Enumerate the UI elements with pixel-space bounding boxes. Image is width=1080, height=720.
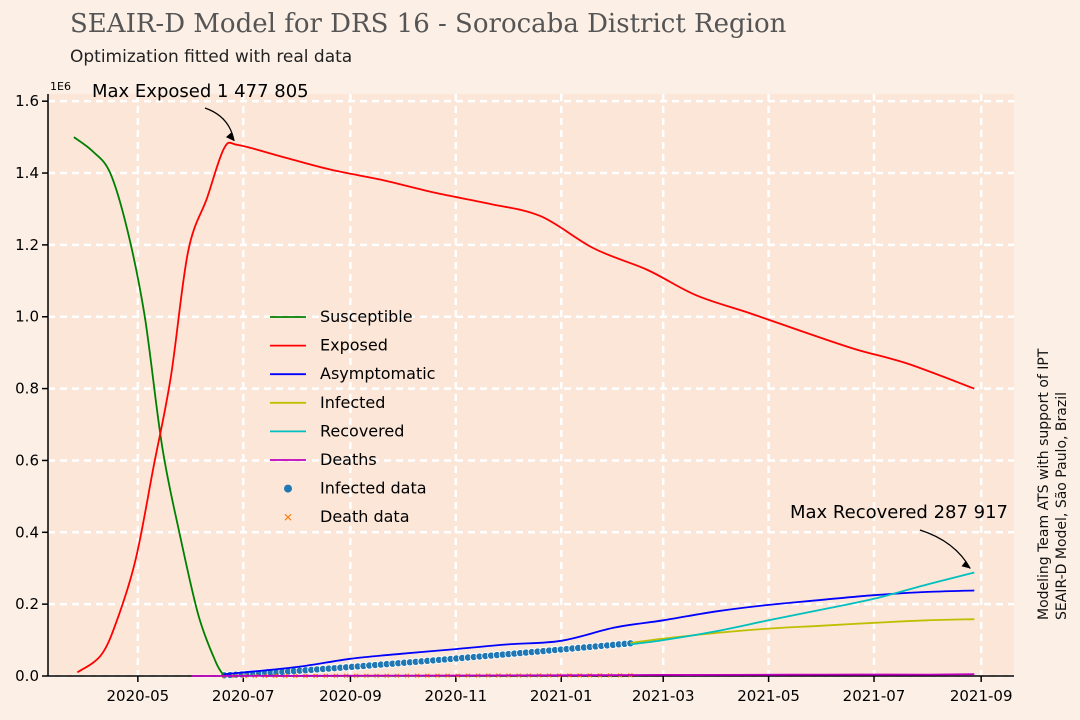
- legend-label: Infected: [320, 393, 385, 412]
- y-tick-label: 1.6: [15, 92, 39, 110]
- legend-label: Susceptible: [320, 307, 413, 326]
- infected-data-markers: [220, 639, 635, 680]
- series-line-susceptible: [73, 136, 226, 677]
- series-lines: [73, 136, 975, 677]
- x-tick-label: 2020-09: [319, 687, 382, 705]
- x-tick-label: 2021-09: [950, 687, 1013, 705]
- legend-item: Infected: [270, 393, 385, 412]
- x-tick-label: 2020-05: [107, 687, 170, 705]
- annotation-label: Max Exposed 1 477 805: [92, 81, 309, 102]
- x-tick-label: 2021-05: [737, 687, 800, 705]
- y-axis: 0.0 0.2 0.4 0.6 0.8 1.0 1.2 1.4 1.6: [15, 92, 49, 685]
- series-line-asymptomatic: [224, 589, 975, 676]
- y-tick-label: 1.0: [15, 308, 39, 326]
- y-tick-label: 1.2: [15, 236, 39, 254]
- chart-subtitle: Optimization fitted with real data: [70, 47, 352, 67]
- legend-item: Susceptible: [270, 307, 413, 326]
- series-line-exposed: [76, 141, 975, 674]
- legend-item: Exposed: [270, 336, 388, 355]
- legend-label: Asymptomatic: [320, 364, 435, 383]
- legend-item: Asymptomatic: [270, 364, 435, 383]
- legend-label: Death data: [320, 507, 410, 526]
- y-tick-label: 1.4: [15, 164, 39, 182]
- y-tick-label: 0.8: [15, 380, 39, 398]
- legend-item: Deaths: [270, 450, 377, 469]
- series-line-recovered: [630, 571, 975, 646]
- legend-swatch: [284, 513, 292, 521]
- legend-item: Death data: [284, 507, 410, 526]
- annotation-label: Max Recovered 287 917: [790, 502, 1008, 523]
- y-exponent-label: 1E6: [50, 80, 71, 93]
- legend-swatch: [284, 484, 292, 493]
- y-tick-label: 0.4: [15, 523, 39, 541]
- y-tick-label: 0.2: [15, 595, 39, 613]
- plot-area: [48, 94, 1014, 676]
- series-line-infected: [630, 618, 975, 644]
- legend: Susceptible Exposed Asymptomatic Infected Re…: [270, 307, 435, 526]
- annotation-arrowhead: [961, 560, 971, 569]
- grid-lines: [48, 94, 1014, 678]
- x-tick-label: 2020-07: [212, 687, 275, 705]
- legend-item: Infected data: [284, 479, 427, 498]
- side-note: Modeling Team ATS with support of IPT SE…: [1036, 348, 1070, 620]
- x-axis: 2020-05 2020-07 2020-09 2020-11 2021-01 2021-…: [48, 675, 1014, 705]
- legend-item: Recovered: [270, 421, 404, 440]
- annotations: Max Exposed 1 477 805 Max Recovered 287 9…: [92, 81, 1008, 569]
- legend-label: Recovered: [320, 421, 404, 440]
- annotation-arrowhead: [225, 132, 235, 142]
- side-note-line-2: SEAIR-D Model, São Paulo, Brazil: [1054, 392, 1070, 620]
- legend-label: Infected data: [320, 479, 427, 498]
- x-tick-label: 2021-07: [843, 687, 906, 705]
- annotation-arrow: [204, 107, 235, 142]
- legend-label: Exposed: [320, 336, 388, 355]
- side-note-line-1: Modeling Team ATS with support of IPT: [1036, 348, 1052, 620]
- x-tick-label: 2021-03: [632, 687, 695, 705]
- x-tick-label: 2020-11: [424, 687, 487, 705]
- y-tick-label: 0.6: [15, 451, 39, 469]
- legend-label: Deaths: [320, 450, 377, 469]
- series-line-deaths: [191, 673, 975, 677]
- chart-title: SEAIR-D Model for DRS 16 - Sorocaba Dist…: [70, 9, 787, 39]
- y-tick-label: 0.0: [15, 667, 39, 685]
- x-tick-label: 2021-01: [530, 687, 593, 705]
